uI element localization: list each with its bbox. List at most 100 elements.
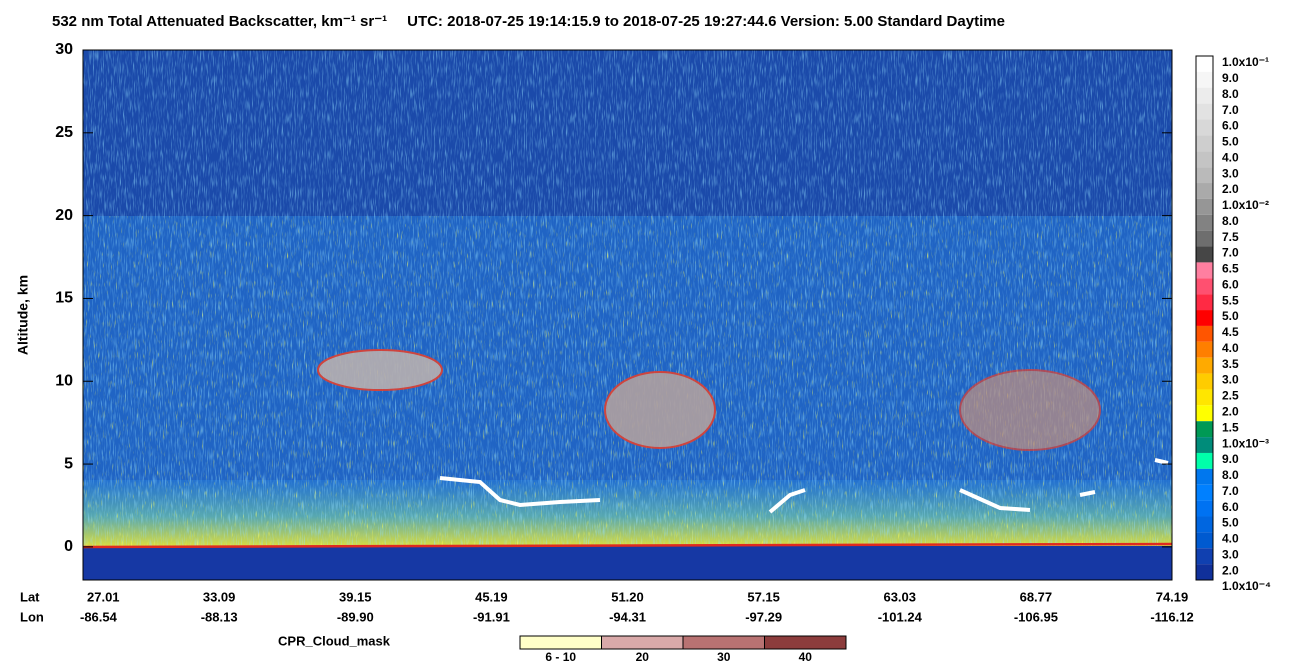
colorbar-label: 5.0 (1222, 516, 1239, 530)
colorbar-label: 7.5 (1222, 230, 1239, 244)
colorbar-label: 8.0 (1222, 468, 1239, 482)
lon-label: -86.54 (80, 609, 118, 624)
colorbar-swatch (1196, 405, 1213, 422)
colorbar-swatch (1196, 119, 1213, 136)
cloud-mask-swatch (682, 635, 765, 650)
colorbar-label: 1.5 (1222, 420, 1239, 434)
colorbar-swatch (1196, 548, 1213, 565)
colorbar-label: 2.5 (1222, 389, 1239, 403)
y-tick-label: 30 (55, 41, 73, 58)
colorbar-swatch (1196, 294, 1213, 311)
lat-label: 39.15 (339, 589, 372, 604)
row-label: Lat (20, 589, 40, 604)
colorbar-swatch (1196, 310, 1213, 326)
lat-label: 45.19 (475, 589, 508, 604)
lat-label: 57.15 (747, 589, 780, 604)
colorbar-label: 3.0 (1222, 373, 1239, 387)
colorbar-swatch (1196, 564, 1213, 580)
colorbar-label: 6.0 (1222, 500, 1239, 514)
cloud-mask-label: 20 (636, 650, 650, 664)
lon-label: -101.24 (878, 609, 923, 624)
cloud-mask-title: CPR_Cloud_mask (278, 633, 391, 648)
chart-subtitle: UTC: 2018-07-25 19:14:15.9 to 2018-07-25… (407, 13, 1005, 30)
colorbar-swatch (1196, 167, 1213, 184)
lon-label: -89.90 (337, 609, 374, 624)
colorbar-swatch (1196, 325, 1213, 342)
colorbar-swatch (1196, 437, 1213, 453)
colorbar-swatch (1196, 230, 1213, 247)
colorbar-swatch (1196, 516, 1213, 533)
colorbar-swatch (1196, 500, 1213, 517)
colorbar-label: 3.0 (1222, 166, 1239, 180)
colorbar-swatch (1196, 135, 1213, 152)
colorbar-swatch (1196, 71, 1213, 88)
colorbar-swatch (1196, 278, 1213, 295)
colorbar-swatch (1196, 151, 1213, 168)
y-tick-label: 25 (55, 124, 73, 141)
colorbar-label: 5.5 (1222, 293, 1239, 307)
colorbar-swatch (1196, 373, 1213, 390)
colorbar-label: 6.0 (1222, 277, 1239, 291)
colorbar-label: 4.0 (1222, 341, 1239, 355)
lat-label: 68.77 (1020, 589, 1053, 604)
cloud-mask-swatch (519, 635, 602, 650)
colorbar-swatch (1196, 532, 1213, 549)
colorbar-label: 7.0 (1222, 246, 1239, 260)
lat-label: 74.19 (1156, 589, 1189, 604)
colorbar-swatch (1196, 341, 1213, 358)
header: 532 nm Total Attenuated Backscatter, km⁻… (52, 13, 1005, 30)
lat-label: 63.03 (883, 589, 916, 604)
colorbar-swatch (1196, 357, 1213, 374)
colorbar-label: 2.0 (1222, 563, 1239, 577)
cloud-mask-label: 40 (799, 650, 813, 664)
colorbar-label: 1.0x10⁻¹ (1222, 55, 1269, 69)
plot-image (82, 50, 1173, 580)
colorbar-label: 1.0x10⁻³ (1222, 436, 1269, 450)
colorbar-label: 4.0 (1222, 150, 1239, 164)
y-tick-label: 20 (55, 207, 73, 224)
colorbar-swatch (1196, 246, 1213, 263)
colorbar-swatch (1196, 56, 1213, 72)
colorbar-label: 3.0 (1222, 547, 1239, 561)
colorbar-label: 9.0 (1222, 452, 1239, 466)
colorbar-label: 2.0 (1222, 182, 1239, 196)
colorbar-label: 3.5 (1222, 357, 1239, 371)
row-label: Lon (20, 609, 44, 624)
colorbar-label: 1.0x10⁻² (1222, 198, 1269, 212)
colorbar-swatch (1196, 389, 1213, 406)
lat-label: 33.09 (203, 589, 236, 604)
colorbar-swatch (1196, 87, 1213, 104)
colorbar-frame (1195, 55, 1214, 581)
chart-title: 532 nm Total Attenuated Backscatter, km⁻… (52, 13, 387, 30)
y-axis-label: Altitude, km (15, 275, 31, 355)
lon-label: -106.95 (1014, 609, 1058, 624)
lon-label: -91.91 (473, 609, 510, 624)
colorbar-label: 6.5 (1222, 262, 1239, 276)
y-tick-label: 10 (55, 372, 73, 389)
colorbar-label: 9.0 (1222, 71, 1239, 85)
lon-label: -94.31 (609, 609, 646, 624)
lon-label: -116.12 (1150, 609, 1193, 624)
y-tick-label: 5 (64, 455, 73, 472)
cloud-mask-label: 6 - 10 (545, 650, 576, 664)
plot-frame (82, 49, 1173, 581)
colorbar-label: 8.0 (1222, 87, 1239, 101)
colorbar-swatch (1196, 421, 1213, 438)
colorbar-label: 2.0 (1222, 405, 1239, 419)
colorbar-label: 5.0 (1222, 309, 1239, 323)
lat-label: 27.01 (87, 589, 120, 604)
colorbar-label: 4.0 (1222, 532, 1239, 546)
cloud-mask-swatch (764, 635, 847, 650)
colorbar-label: 6.0 (1222, 119, 1239, 133)
colorbar-label: 4.5 (1222, 325, 1239, 339)
cloud-mask-label: 30 (717, 650, 731, 664)
colorbar-swatch (1196, 198, 1213, 215)
colorbar-swatch (1196, 452, 1213, 469)
cloud-mask-swatch (601, 635, 684, 650)
colorbar-swatch (1196, 214, 1213, 231)
colorbar-swatch (1196, 183, 1213, 199)
colorbar-label: 5.0 (1222, 135, 1239, 149)
colorbar-swatch (1196, 262, 1213, 279)
